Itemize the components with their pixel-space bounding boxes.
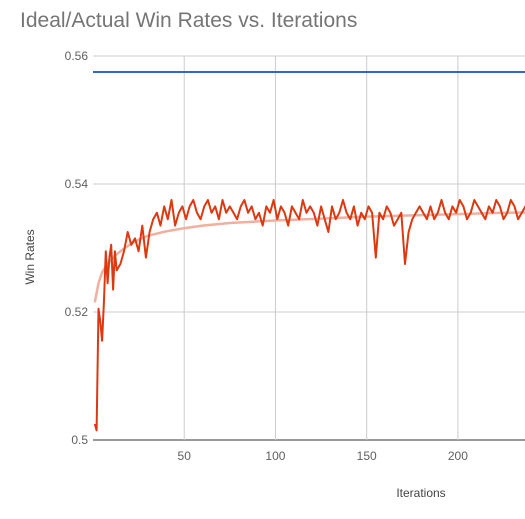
x-axis-ticks: 50100150200250 [178, 449, 469, 463]
actual-win-rate-line [93, 199, 525, 432]
x-axis-label: Iterations [396, 486, 445, 500]
grid-lines [93, 55, 525, 441]
x-tick-label: 100 [265, 449, 285, 463]
chart-title: Ideal/Actual Win Rates vs. Iterations [20, 9, 357, 32]
y-axis-ticks: 0.5 0.52 0.54 0.56 [65, 49, 89, 447]
y-tick-label: 0.54 [65, 177, 89, 191]
x-tick-label: 150 [357, 449, 377, 463]
x-tick-label: 50 [178, 449, 192, 463]
y-tick-label: 0.52 [65, 305, 89, 319]
y-tick-label: 0.5 [71, 433, 88, 447]
series-lines [93, 71, 525, 432]
trend-line [93, 211, 525, 303]
y-tick-label: 0.56 [65, 49, 89, 63]
x-tick-label: 200 [448, 449, 468, 463]
y-axis-label: Win Rates [23, 229, 37, 284]
